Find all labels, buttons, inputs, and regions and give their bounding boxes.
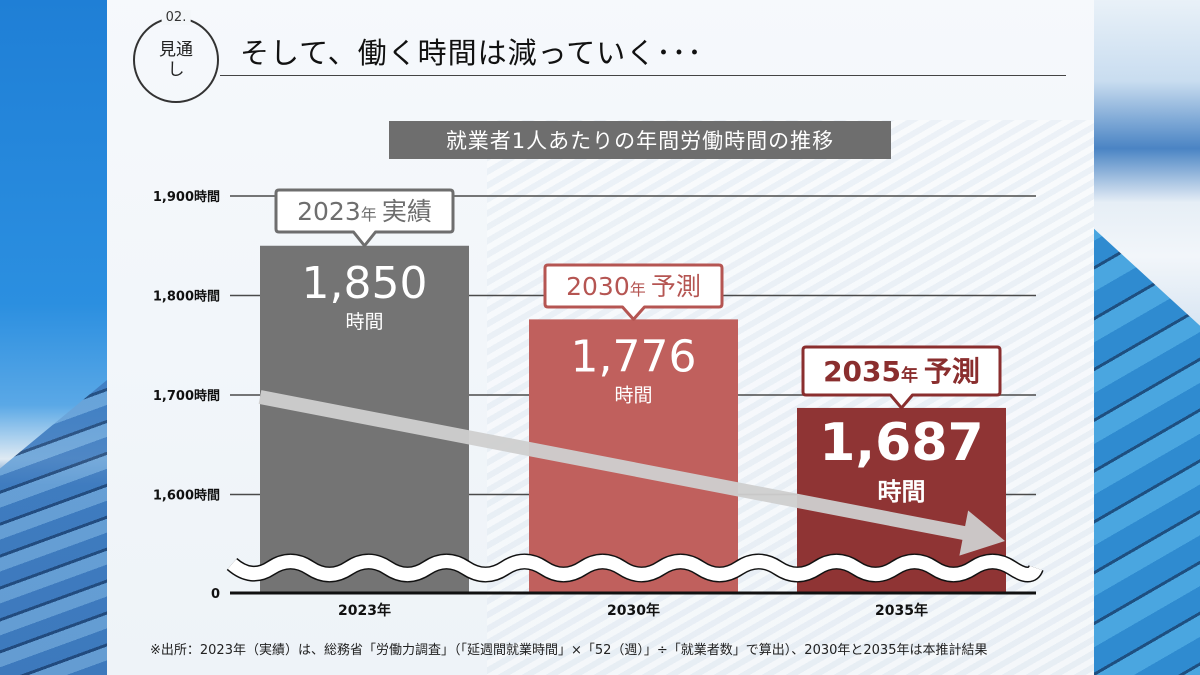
section-badge: 02. 見通し — [133, 10, 219, 103]
bar-unit-label: 時間 — [345, 311, 383, 333]
y-tick-label: 1,700時間 — [153, 388, 220, 404]
callout-2023: 2023年 実績 — [274, 188, 455, 248]
x-tick-label: 2023年 — [338, 602, 391, 619]
y-tick-label: 1,600時間 — [153, 488, 220, 504]
callout-year: 2023 — [297, 197, 361, 226]
callout-box — [543, 263, 724, 321]
bar-value-label: 1,776 — [571, 331, 697, 382]
callout-year: 2030 — [566, 272, 630, 301]
callout-box — [274, 188, 455, 248]
bar-value-label: 1,850 — [302, 258, 428, 309]
chart-title: 就業者1人あたりの年間労働時間の推移 — [389, 121, 891, 159]
section-number: 02. — [161, 10, 191, 25]
callout-2035: 2035年 予測 — [801, 345, 1002, 410]
callout-label: 2035年 予測 — [823, 355, 980, 388]
x-tick-label: 2035年 — [875, 602, 928, 619]
y-tick-label: 0 — [211, 587, 220, 602]
callout-box — [801, 345, 1002, 410]
x-tick-label: 2030年 — [607, 602, 660, 619]
y-tick-label: 1,800時間 — [153, 289, 220, 305]
title-underline — [220, 75, 1066, 76]
bar-unit-label: 時間 — [614, 384, 652, 406]
callout-label: 2023年 実績 — [297, 197, 432, 226]
callout-year-suffix: 年 — [901, 365, 924, 386]
axis-break-wave — [226, 553, 1044, 583]
background-sky-left — [0, 0, 107, 675]
bar-value-label: 1,687 — [819, 413, 983, 473]
callout-2030: 2030年 予測 — [543, 263, 724, 321]
y-tick-label: 1,900時間 — [153, 189, 220, 205]
callout-type: 実績 — [382, 197, 432, 226]
callout-label: 2030年 予測 — [566, 272, 701, 301]
background-sky-right — [1094, 0, 1200, 675]
section-label: 見通し — [159, 40, 193, 80]
bar-unit-label: 時間 — [878, 478, 926, 506]
callout-type: 予測 — [924, 355, 980, 388]
trend-arrow — [258, 390, 1005, 556]
slide-title: そして、働く時間は減っていく･･･ — [240, 36, 703, 70]
callout-type: 予測 — [651, 272, 701, 301]
callout-year: 2035 — [823, 355, 901, 388]
callout-year-suffix: 年 — [630, 280, 651, 299]
callout-year-suffix: 年 — [361, 205, 382, 224]
source-footnote: ※出所：2023年（実績）は、総務省「労働力調査」（「延週間就業時間」×「52（… — [150, 643, 988, 658]
